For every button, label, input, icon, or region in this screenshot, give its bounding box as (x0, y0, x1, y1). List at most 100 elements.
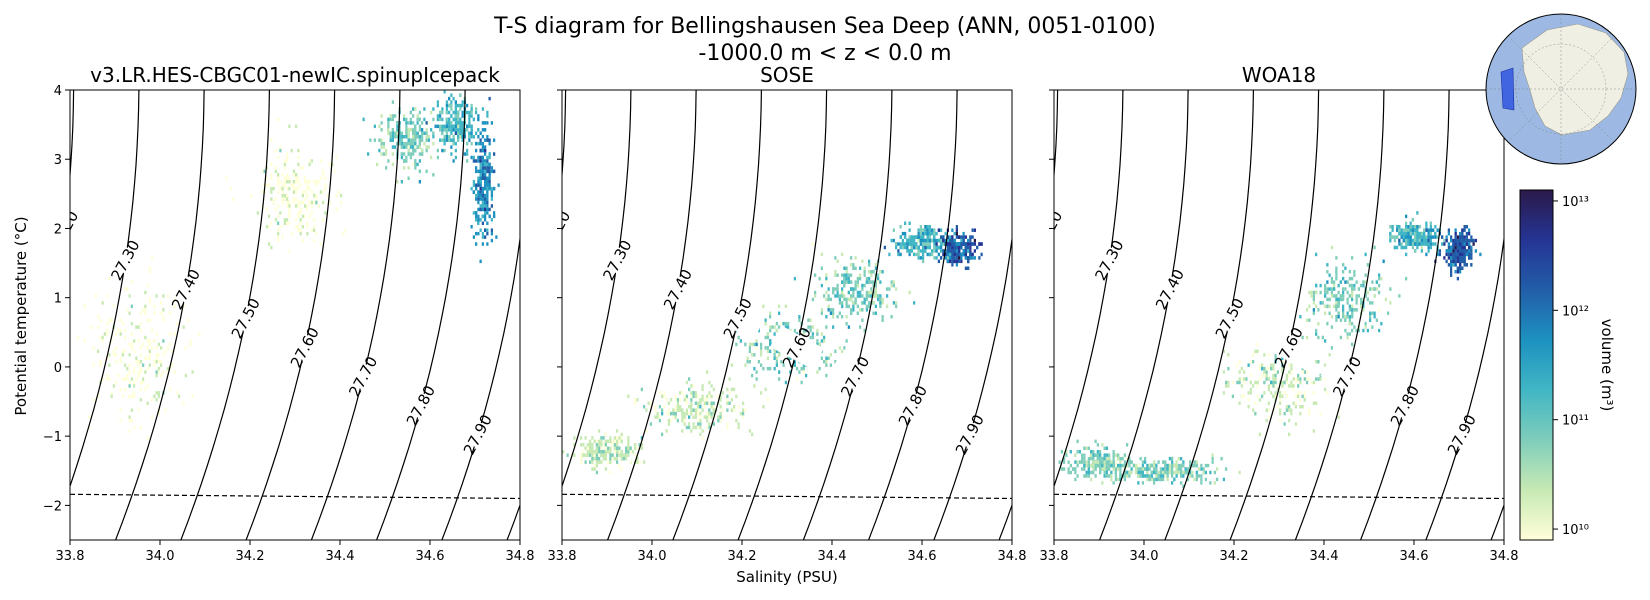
heatmap-cell (1346, 332, 1349, 336)
heatmap-cell (274, 166, 277, 170)
heatmap-cell (852, 287, 855, 291)
heatmap-cell (463, 128, 466, 132)
heatmap-cell (403, 145, 406, 149)
heatmap-cell (1447, 242, 1450, 246)
heatmap-cell (497, 183, 500, 187)
heatmap-cell (297, 180, 300, 184)
heatmap-cell (870, 287, 873, 291)
heatmap-cell (389, 135, 392, 139)
heatmap-cell (1447, 228, 1450, 232)
heatmap-cell (477, 159, 480, 163)
heatmap-cell (737, 405, 740, 409)
heatmap-cell (1150, 474, 1153, 478)
heatmap-cell (1405, 214, 1408, 219)
heatmap-cell (1297, 384, 1300, 388)
heatmap-cell (1157, 474, 1160, 478)
heatmap-cell (144, 356, 147, 360)
heatmap-cell (1303, 391, 1306, 395)
heatmap-cell (802, 332, 805, 336)
heatmap-cell (450, 121, 453, 125)
heatmap-cell (475, 110, 478, 115)
heatmap-cell (933, 249, 936, 253)
heatmap-cell (1312, 308, 1315, 312)
heatmap-cell (484, 218, 487, 222)
heatmap-cell (1306, 318, 1309, 322)
heatmap-cell (277, 176, 280, 180)
heatmap-cell (490, 238, 493, 243)
heatmap-cell (124, 287, 127, 291)
heatmap-cell (409, 110, 412, 115)
heatmap-cell (1164, 470, 1167, 475)
heatmap-cell (115, 380, 118, 385)
heatmap-cell (452, 159, 455, 163)
heatmap-cell (1427, 238, 1430, 243)
heatmap-cell (618, 439, 621, 444)
heatmap-cell (1096, 456, 1099, 461)
heatmap-cell (834, 349, 837, 354)
heatmap-cell (953, 238, 956, 243)
heatmap-cell (595, 456, 598, 461)
heatmap-cell (904, 231, 907, 236)
heatmap-cell (1423, 231, 1426, 236)
heatmap-cell (836, 294, 839, 298)
heatmap-cell (861, 318, 864, 322)
heatmap-cell (706, 411, 709, 416)
heatmap-cell (649, 422, 652, 426)
heatmap-cell (690, 405, 693, 409)
heatmap-cell (881, 270, 884, 274)
heatmap-cell (775, 349, 778, 354)
heatmap-cell (726, 401, 729, 405)
heatmap-cell (773, 353, 776, 357)
heatmap-cell (450, 103, 453, 108)
heatmap-cell (153, 363, 156, 367)
heatmap-cell (647, 401, 650, 405)
heatmap-cell (856, 290, 859, 295)
heatmap-cell (710, 401, 713, 405)
heatmap-cell (445, 128, 448, 132)
heatmap-cell (486, 183, 489, 187)
heatmap-cell (403, 159, 406, 163)
heatmap-cell (1114, 474, 1117, 478)
heatmap-cell (288, 249, 291, 253)
heatmap-cell (737, 422, 740, 426)
heatmap-cell (719, 394, 722, 399)
heatmap-cell (412, 145, 415, 149)
heatmap-cell (292, 200, 295, 205)
heatmap-cell (845, 339, 848, 343)
heatmap-cell (1126, 474, 1129, 478)
heatmap-cell (582, 453, 585, 457)
heatmap-cell (764, 318, 767, 322)
heatmap-cell (899, 242, 902, 246)
contour-label-bg (943, 412, 997, 457)
heatmap-cell (1258, 398, 1261, 402)
heatmap-cell (1270, 391, 1273, 395)
heatmap-cell (1420, 231, 1423, 236)
heatmap-cell (99, 360, 102, 364)
heatmap-cell (270, 186, 273, 191)
heatmap-cell (850, 280, 853, 284)
heatmap-cell (317, 204, 320, 208)
heatmap-cell (133, 339, 136, 343)
heatmap-cell (645, 408, 648, 412)
heatmap-cell (1330, 346, 1333, 350)
heatmap-cell (973, 242, 976, 246)
heatmap-cell (142, 380, 145, 385)
heatmap-cell (899, 235, 902, 239)
heatmap-cell (1238, 470, 1241, 475)
heatmap-cell (468, 124, 471, 129)
heatmap-cell (1085, 463, 1088, 468)
heatmap-cell (400, 138, 403, 142)
heatmap-cell (661, 408, 664, 412)
heatmap-cell (430, 128, 433, 132)
heatmap-cell (1153, 481, 1156, 485)
heatmap-cell (904, 245, 907, 250)
heatmap-cell (441, 110, 444, 115)
heatmap-cell (1191, 474, 1194, 478)
heatmap-cell (1447, 245, 1450, 250)
heatmap-cell (595, 439, 598, 444)
heatmap-cell (1094, 460, 1097, 464)
heatmap-cell (414, 141, 417, 146)
heatmap-cell (153, 304, 156, 309)
heatmap-cell (701, 408, 704, 412)
heatmap-cell (477, 200, 480, 205)
